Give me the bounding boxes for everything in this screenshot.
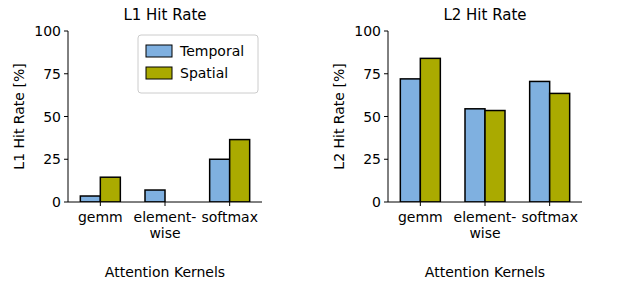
bar bbox=[465, 109, 485, 202]
y-tick bbox=[384, 159, 388, 160]
x-tick bbox=[165, 202, 166, 206]
y-tick bbox=[64, 31, 68, 32]
x-tick-label: gemm bbox=[78, 209, 123, 225]
bar bbox=[400, 79, 420, 202]
bar bbox=[420, 58, 440, 202]
bar bbox=[485, 111, 505, 202]
x-tick-label: element-wise bbox=[454, 209, 517, 241]
legend: Temporal Spatial bbox=[138, 35, 258, 93]
title: L1 Hit Rate bbox=[123, 6, 206, 24]
y-tick-label: 75 bbox=[363, 66, 381, 82]
bar bbox=[550, 93, 570, 202]
chart: L2 Hit Rate0255075100gemmelement-wisesof… bbox=[331, 6, 582, 280]
legend-swatch bbox=[146, 45, 172, 57]
x-tick bbox=[420, 202, 421, 206]
x-tick-label-line: softmax bbox=[521, 209, 578, 225]
x-axis-label: Attention Kernels bbox=[425, 264, 545, 280]
bar bbox=[230, 140, 250, 202]
x-tick-label-line: element- bbox=[454, 209, 517, 225]
y-tick bbox=[64, 116, 68, 117]
x-tick-label-line: element- bbox=[134, 209, 197, 225]
y-tick-label: 75 bbox=[43, 66, 61, 82]
chart: L1 Hit Rate0255075100gemmelement-wisesof… bbox=[11, 6, 262, 280]
canvas: L1 Hit Rate0255075100gemmelement-wisesof… bbox=[0, 0, 640, 284]
legend-box bbox=[138, 35, 258, 93]
x-tick bbox=[485, 202, 486, 206]
x-axis-label: Attention Kernels bbox=[105, 264, 225, 280]
y-tick bbox=[384, 116, 388, 117]
y-tick-label: 25 bbox=[43, 151, 61, 167]
x-tick-label-line: wise bbox=[469, 225, 500, 241]
x-tick-label: softmax bbox=[521, 209, 578, 225]
x-tick bbox=[229, 202, 230, 206]
y-axis-label: L2 Hit Rate [%] bbox=[331, 63, 347, 169]
y-tick bbox=[64, 73, 68, 74]
y-tick-label: 50 bbox=[43, 109, 61, 125]
bars bbox=[80, 140, 249, 202]
y-tick bbox=[384, 202, 388, 203]
bars bbox=[400, 58, 569, 202]
bar bbox=[100, 177, 120, 202]
y-tick-label: 50 bbox=[363, 109, 381, 125]
y-tick bbox=[384, 73, 388, 74]
y-tick bbox=[384, 31, 388, 32]
bar bbox=[530, 81, 550, 202]
y-axis-label: L1 Hit Rate [%] bbox=[11, 63, 27, 169]
bar bbox=[210, 159, 230, 202]
x-tick-label-line: gemm bbox=[78, 209, 123, 225]
bar bbox=[80, 196, 100, 202]
x-tick bbox=[100, 202, 101, 206]
x-tick-label-line: gemm bbox=[398, 209, 443, 225]
x-tick bbox=[549, 202, 550, 206]
bar bbox=[145, 190, 165, 202]
legend-label: Temporal bbox=[179, 43, 244, 59]
x-tick-label: softmax bbox=[201, 209, 258, 225]
y-tick bbox=[64, 159, 68, 160]
x-tick-label: gemm bbox=[398, 209, 443, 225]
legend-swatch bbox=[146, 67, 172, 79]
x-tick-label: element-wise bbox=[134, 209, 197, 241]
y-tick bbox=[64, 202, 68, 203]
y-tick-label: 25 bbox=[363, 151, 381, 167]
x-tick-label-line: wise bbox=[149, 225, 180, 241]
y-tick-label: 0 bbox=[372, 194, 381, 210]
x-tick-label-line: softmax bbox=[201, 209, 258, 225]
y-tick-label: 100 bbox=[34, 23, 61, 39]
legend-label: Spatial bbox=[180, 65, 228, 81]
y-tick-label: 100 bbox=[354, 23, 381, 39]
title: L2 Hit Rate bbox=[443, 6, 526, 24]
y-tick-label: 0 bbox=[52, 194, 61, 210]
